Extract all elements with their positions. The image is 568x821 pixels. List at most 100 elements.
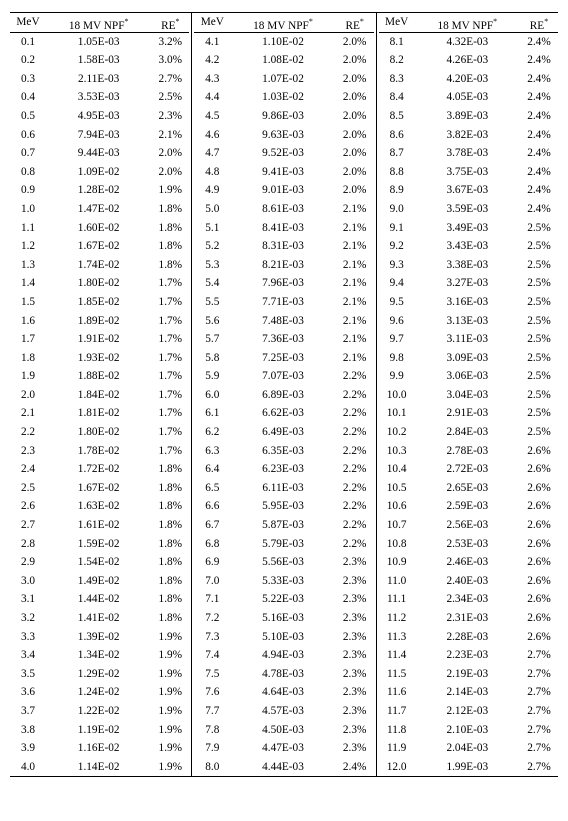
table-cell: 3.43E-03 bbox=[415, 237, 520, 256]
table-cell: 2.4% bbox=[520, 107, 558, 126]
table-cell: 1.08E-02 bbox=[230, 51, 335, 70]
table-cell: 3.38E-03 bbox=[415, 256, 520, 275]
table-cell: 4.7 bbox=[194, 144, 230, 163]
table-cell: 9.8 bbox=[379, 349, 415, 368]
table-cell: 3.2 bbox=[10, 609, 46, 628]
table-cell: 5.16E-03 bbox=[230, 609, 335, 628]
table-cell: 2.59E-03 bbox=[415, 497, 520, 516]
table-cell: 1.28E-02 bbox=[46, 181, 151, 200]
table-cell: 9.6 bbox=[379, 312, 415, 331]
table-cell: 2.6% bbox=[520, 553, 558, 572]
table-cell: 2.5% bbox=[520, 367, 558, 386]
table-cell: 2.5% bbox=[520, 312, 558, 331]
table-cell: 1.22E-02 bbox=[46, 702, 151, 721]
table-cell: 2.2% bbox=[336, 423, 374, 442]
table-cell: 2.4% bbox=[520, 163, 558, 182]
table-cell: 8.3 bbox=[379, 70, 415, 89]
table-cell: 2.7% bbox=[520, 646, 558, 665]
table-cell: 2.1% bbox=[336, 237, 374, 256]
table-cell: 2.2% bbox=[336, 442, 374, 461]
table-cell: 1.60E-02 bbox=[46, 219, 151, 238]
table-cell: 1.5 bbox=[10, 293, 46, 312]
table-cell: 5.33E-03 bbox=[230, 572, 335, 591]
table-cell: 1.16E-02 bbox=[46, 739, 151, 758]
table-cell: 7.71E-03 bbox=[230, 293, 335, 312]
table-cell: 0.7 bbox=[10, 144, 46, 163]
table-cell: 1.05E-03 bbox=[46, 33, 151, 52]
table-cell: 3.49E-03 bbox=[415, 219, 520, 238]
table-cell: 3.16E-03 bbox=[415, 293, 520, 312]
table-cell: 2.6% bbox=[520, 590, 558, 609]
table-cell: 2.04E-03 bbox=[415, 739, 520, 758]
table-cell: 1.14E-02 bbox=[46, 758, 151, 777]
table-cell: 7.94E-03 bbox=[46, 126, 151, 145]
table-cell: 10.5 bbox=[379, 479, 415, 498]
table-cell: 2.2% bbox=[336, 497, 374, 516]
table-cell: 1.9% bbox=[151, 646, 189, 665]
table-cell: 10.4 bbox=[379, 460, 415, 479]
table-cell: 3.5 bbox=[10, 665, 46, 684]
header-re: RE* bbox=[520, 13, 558, 33]
table-cell: 2.4% bbox=[520, 144, 558, 163]
table-cell: 2.4% bbox=[520, 126, 558, 145]
table-cell: 2.11E-03 bbox=[46, 70, 151, 89]
table-cell: 1.84E-02 bbox=[46, 386, 151, 405]
table-cell: 2.65E-03 bbox=[415, 479, 520, 498]
table-cell: 8.8 bbox=[379, 163, 415, 182]
table-cell: 8.6 bbox=[379, 126, 415, 145]
table-cell: 10.0 bbox=[379, 386, 415, 405]
table-cell: 1.72E-02 bbox=[46, 460, 151, 479]
table-cell: 3.6 bbox=[10, 683, 46, 702]
table-cell: 1.9% bbox=[151, 683, 189, 702]
table-cell: 7.25E-03 bbox=[230, 349, 335, 368]
table-cell: 6.49E-03 bbox=[230, 423, 335, 442]
table-cell: 3.27E-03 bbox=[415, 274, 520, 293]
table-cell: 9.52E-03 bbox=[230, 144, 335, 163]
table-cell: 4.2 bbox=[194, 51, 230, 70]
table-cell: 2.0% bbox=[336, 181, 374, 200]
table-cell: 3.7 bbox=[10, 702, 46, 721]
header-npf: 18 MV NPF* bbox=[415, 13, 520, 33]
table-cell: 6.8 bbox=[194, 535, 230, 554]
table-cell: 1.7% bbox=[151, 442, 189, 461]
col-npf: 18 MV NPF*4.32E-034.26E-034.20E-034.05E-… bbox=[415, 13, 520, 776]
table-cell: 2.0% bbox=[151, 163, 189, 182]
table-cell: 1.8% bbox=[151, 553, 189, 572]
table-cell: 1.34E-02 bbox=[46, 646, 151, 665]
table-cell: 2.4% bbox=[520, 51, 558, 70]
table-cell: 2.0 bbox=[10, 386, 46, 405]
table-cell: 6.23E-03 bbox=[230, 460, 335, 479]
table-cell: 9.2 bbox=[379, 237, 415, 256]
table-cell: 1.8% bbox=[151, 256, 189, 275]
table-cell: 1.80E-02 bbox=[46, 423, 151, 442]
column-divider bbox=[191, 13, 192, 776]
table-cell: 10.8 bbox=[379, 535, 415, 554]
table-cell: 4.1 bbox=[194, 33, 230, 52]
table-cell: 1.7% bbox=[151, 293, 189, 312]
table-cell: 2.31E-03 bbox=[415, 609, 520, 628]
table-cell: 2.78E-03 bbox=[415, 442, 520, 461]
table-cell: 2.4% bbox=[520, 181, 558, 200]
table-cell: 2.4 bbox=[10, 460, 46, 479]
table-cell: 1.10E-02 bbox=[230, 33, 335, 52]
table-cell: 9.44E-03 bbox=[46, 144, 151, 163]
table-cell: 5.5 bbox=[194, 293, 230, 312]
table-cell: 3.78E-03 bbox=[415, 144, 520, 163]
table-cell: 2.2% bbox=[336, 404, 374, 423]
table-cell: 2.0% bbox=[336, 144, 374, 163]
table-cell: 1.8% bbox=[151, 237, 189, 256]
table-cell: 7.7 bbox=[194, 702, 230, 721]
table-cell: 2.6% bbox=[520, 628, 558, 647]
table-cell: 2.3% bbox=[336, 553, 374, 572]
table-cell: 0.3 bbox=[10, 70, 46, 89]
table-cell: 1.24E-02 bbox=[46, 683, 151, 702]
table-cell: 2.4% bbox=[520, 88, 558, 107]
table-cell: 6.2 bbox=[194, 423, 230, 442]
table-cell: 4.26E-03 bbox=[415, 51, 520, 70]
table-cell: 2.6 bbox=[10, 497, 46, 516]
table-cell: 2.3 bbox=[10, 442, 46, 461]
header-mev: MeV bbox=[10, 13, 46, 33]
table-cell: 1.93E-02 bbox=[46, 349, 151, 368]
table-cell: 1.7% bbox=[151, 274, 189, 293]
table-cell: 1.8% bbox=[151, 479, 189, 498]
